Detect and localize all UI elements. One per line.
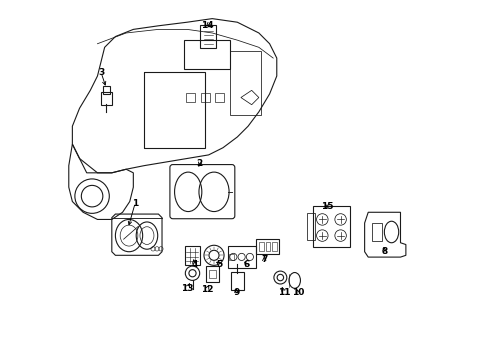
Text: 4: 4 — [191, 260, 197, 269]
Text: 6: 6 — [243, 260, 249, 269]
Bar — [183, 40, 230, 69]
Text: 14: 14 — [200, 21, 213, 30]
Bar — [265, 242, 270, 251]
Bar — [259, 242, 264, 251]
Text: 1: 1 — [132, 199, 138, 208]
Bar — [230, 51, 260, 116]
Text: 5: 5 — [216, 260, 222, 269]
Bar — [208, 270, 216, 278]
Text: 7: 7 — [261, 255, 267, 264]
Bar — [214, 93, 224, 102]
Bar — [229, 254, 233, 260]
Bar — [371, 223, 381, 241]
Text: 15: 15 — [320, 202, 332, 211]
Bar — [186, 93, 195, 102]
Text: 13: 13 — [181, 284, 193, 293]
Text: 9: 9 — [233, 288, 239, 297]
Text: 11: 11 — [277, 288, 289, 297]
Text: 12: 12 — [200, 285, 213, 294]
Text: 10: 10 — [291, 288, 304, 297]
Bar — [144, 72, 204, 148]
Text: 3: 3 — [98, 68, 104, 77]
Text: 8: 8 — [381, 247, 386, 256]
Text: 2: 2 — [196, 159, 203, 168]
Bar — [271, 242, 276, 251]
Bar — [200, 93, 209, 102]
